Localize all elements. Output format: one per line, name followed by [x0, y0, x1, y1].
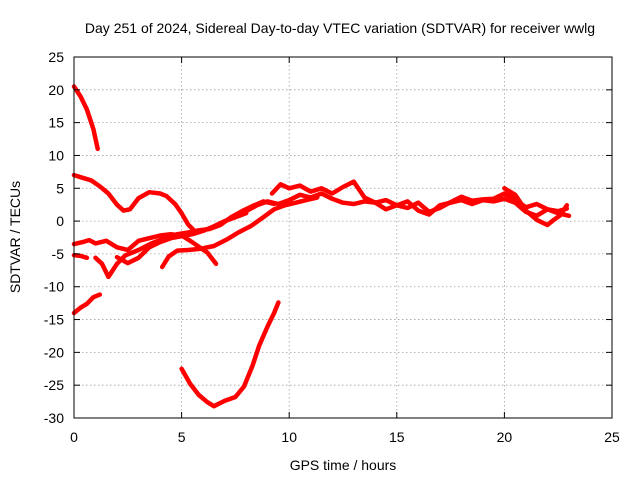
series-track-1	[71, 84, 100, 152]
x-tick-label: 0	[70, 429, 78, 445]
y-axis-title: SDTVAR / TECUs	[7, 181, 23, 293]
chart-title: Day 251 of 2024, Sidereal Day-to-day VTE…	[85, 20, 595, 36]
series-track-4	[71, 252, 90, 261]
series-track-8	[71, 292, 103, 316]
y-tick-label: 20	[48, 82, 64, 98]
grid-lines	[74, 57, 612, 418]
x-tick-labels: 0 5 10 15 20 25	[70, 429, 620, 445]
y-tick-label: -20	[44, 344, 64, 360]
axis-ticks	[73, 56, 613, 419]
x-tick-label: 20	[497, 429, 513, 445]
y-tick-label: -25	[44, 377, 64, 393]
series-track-2	[71, 172, 197, 234]
y-tick-label: 25	[48, 49, 64, 65]
x-tick-label: 15	[389, 429, 405, 445]
y-tick-label: -10	[44, 279, 64, 295]
y-tick-label: 15	[48, 115, 64, 131]
y-tick-label: -15	[44, 312, 64, 328]
x-tick-label: 10	[281, 429, 297, 445]
series-track-12	[502, 186, 570, 228]
series-track-5	[93, 199, 277, 280]
x-tick-label: 5	[178, 429, 186, 445]
series-track-9	[179, 300, 281, 409]
series-track-11	[243, 191, 572, 219]
series-track-3	[71, 231, 219, 267]
y-tick-label: -5	[52, 246, 65, 262]
y-tick-label: 5	[56, 180, 64, 196]
y-tick-labels: -30 -25 -20 -15 -10 -5 0 5 10 15 20 25	[44, 49, 64, 426]
y-tick-label: -30	[44, 410, 64, 426]
x-axis-title: GPS time / hours	[290, 457, 397, 473]
y-tick-label: 0	[56, 213, 64, 229]
y-tick-label: 10	[48, 147, 64, 163]
plot-frame	[73, 56, 613, 419]
data-series	[71, 84, 572, 409]
series-track-6	[114, 210, 249, 266]
series-track-7	[159, 195, 320, 270]
x-tick-label: 25	[604, 429, 620, 445]
